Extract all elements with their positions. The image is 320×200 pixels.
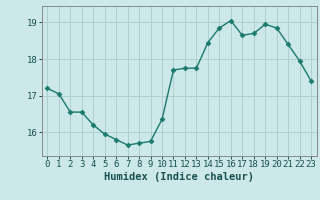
X-axis label: Humidex (Indice chaleur): Humidex (Indice chaleur) (104, 172, 254, 182)
